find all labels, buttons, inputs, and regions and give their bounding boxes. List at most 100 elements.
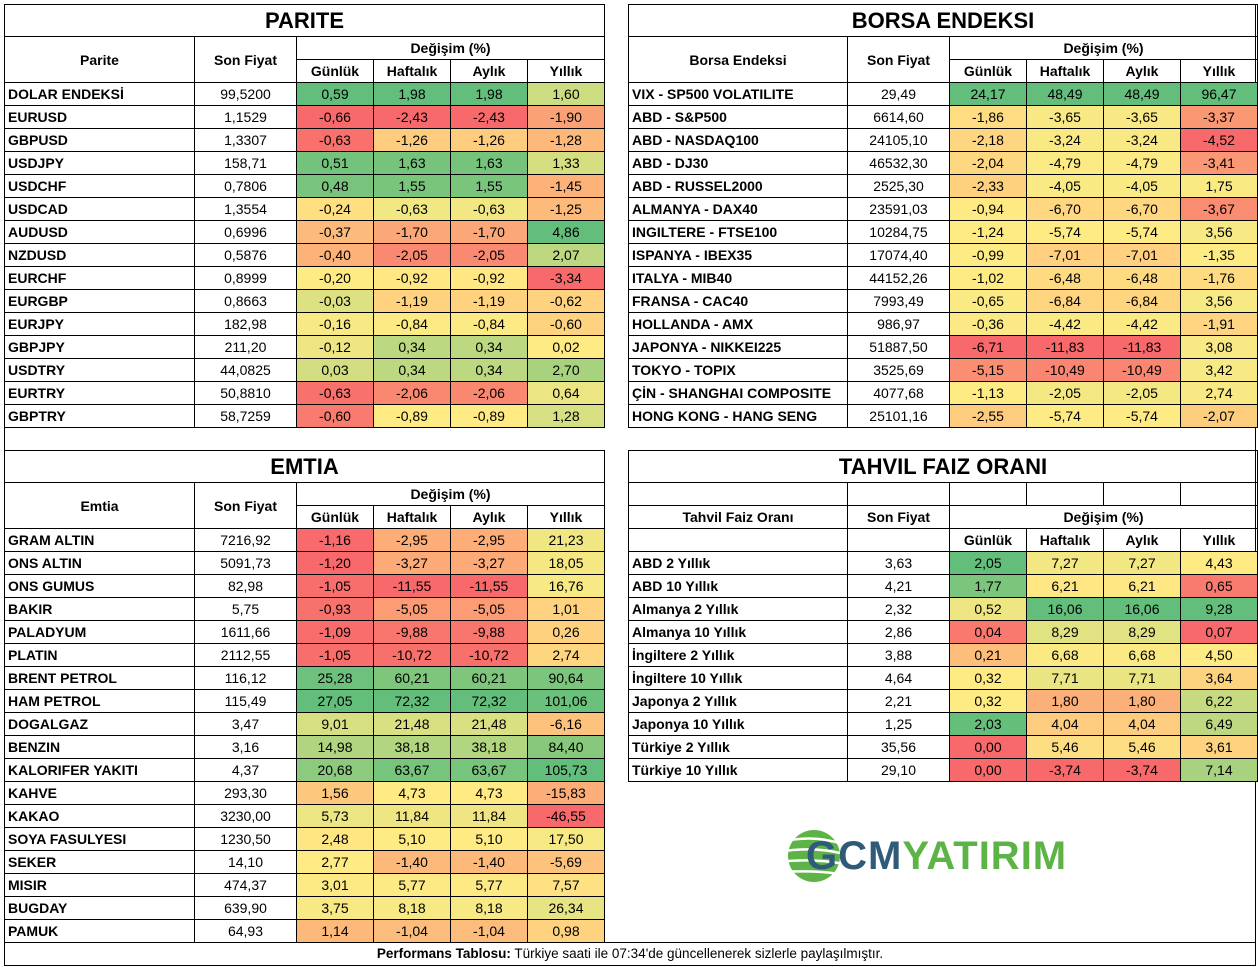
- change-monthly: 4,04: [1103, 712, 1181, 736]
- change-yearly: 7,14: [1180, 758, 1258, 782]
- column-header-price: Son Fiyat: [847, 36, 950, 83]
- change-monthly: -11,55: [450, 574, 528, 598]
- footer-text: Türkiye saati ile 07:34'de güncellenerek…: [510, 946, 884, 961]
- change-weekly: -2,06: [373, 381, 451, 405]
- change-yearly: -1,35: [1180, 243, 1258, 267]
- change-daily: 14,98: [296, 735, 374, 759]
- change-monthly: 8,29: [1103, 620, 1181, 644]
- change-weekly: 1,98: [373, 82, 451, 106]
- change-monthly: 60,21: [450, 666, 528, 690]
- change-monthly: -7,01: [1103, 243, 1181, 267]
- last-price: 3,63: [847, 551, 950, 575]
- last-price: 10284,75: [847, 220, 950, 244]
- last-price: 7993,49: [847, 289, 950, 313]
- table-row: USDCAD 1,3554 -0,24 -0,63 -0,63 -1,25: [4, 197, 605, 221]
- table-row: ALMANYA - DAX40 23591,03 -0,94 -6,70 -6,70 -3…: [628, 197, 1258, 221]
- change-yearly: 0,07: [1180, 620, 1258, 644]
- change-daily: 0,00: [949, 758, 1027, 782]
- change-daily: -0,16: [296, 312, 374, 336]
- change-daily: 24,17: [949, 82, 1027, 106]
- column-header-name: Tahvil Faiz Oranı: [628, 505, 848, 529]
- change-monthly: -0,89: [450, 404, 528, 428]
- last-price: 44152,26: [847, 266, 950, 290]
- table-row: İngiltere 10 Yıllık 4,64 0,32 7,71 7,71 3,64: [628, 666, 1258, 690]
- last-price: 14,10: [194, 850, 297, 874]
- change-daily: 1,56: [296, 781, 374, 805]
- change-weekly: 5,10: [373, 827, 451, 851]
- table-row: AUDUSD 0,6996 -0,37 -1,70 -1,70 4,86: [4, 220, 605, 244]
- table-row: NZDUSD 0,5876 -0,40 -2,05 -2,05 2,07: [4, 243, 605, 267]
- change-weekly: -0,92: [373, 266, 451, 290]
- change-daily: -1,86: [949, 105, 1027, 129]
- change-daily: 2,48: [296, 827, 374, 851]
- change-daily: 2,03: [949, 712, 1027, 736]
- logo-gcm: GCM: [806, 834, 903, 878]
- change-daily: -2,04: [949, 151, 1027, 175]
- change-monthly: 6,21: [1103, 574, 1181, 598]
- instrument-name: USDCAD: [4, 197, 195, 221]
- change-yearly: 96,47: [1180, 82, 1258, 106]
- change-weekly: 1,55: [373, 174, 451, 198]
- column-header-change: Değişim (%): [296, 36, 605, 60]
- table-row: EURCHF 0,8999 -0,20 -0,92 -0,92 -3,34: [4, 266, 605, 290]
- change-monthly: -11,83: [1103, 335, 1181, 359]
- change-daily: -0,37: [296, 220, 374, 244]
- change-monthly: 1,98: [450, 82, 528, 106]
- change-monthly: -4,05: [1103, 174, 1181, 198]
- instrument-name: PLATIN: [4, 643, 195, 667]
- change-monthly: 16,06: [1103, 597, 1181, 621]
- change-weekly: 6,21: [1026, 574, 1104, 598]
- change-monthly: -2,05: [1103, 381, 1181, 405]
- change-yearly: 1,75: [1180, 174, 1258, 198]
- column-header-weekly: Haftalık: [1026, 528, 1104, 552]
- last-price: 293,30: [194, 781, 297, 805]
- change-monthly: -1,04: [450, 919, 528, 943]
- change-yearly: -0,60: [527, 312, 605, 336]
- column-header-daily: Günlük: [949, 528, 1027, 552]
- table-row: BUGDAY 639,90 3,75 8,18 8,18 26,34: [4, 896, 605, 920]
- change-monthly: -4,42: [1103, 312, 1181, 336]
- column-header-yearly: Yıllık: [1180, 528, 1258, 552]
- change-daily: -1,20: [296, 551, 374, 575]
- table-row: PAMUK 64,93 1,14 -1,04 -1,04 0,98: [4, 919, 605, 943]
- footer-note: Performans Tablosu: Türkiye saati ile 07…: [4, 942, 1256, 966]
- footer-label: Performans Tablosu:: [376, 946, 511, 961]
- change-weekly: -10,72: [373, 643, 451, 667]
- gcm-yatirim-logo: GCMYATIRIM: [776, 828, 1096, 884]
- change-daily: -2,55: [949, 404, 1027, 428]
- table-row: Almanya 10 Yıllık 2,86 0,04 8,29 8,29 0,07: [628, 620, 1258, 644]
- table-row: HONG KONG - HANG SENG 25101,16 -2,55 -5,74-…: [628, 404, 1258, 428]
- change-daily: 5,73: [296, 804, 374, 828]
- empty-cell: [628, 528, 848, 552]
- change-weekly: 7,71: [1026, 666, 1104, 690]
- table-row: VIX - SP500 VOLATILITE 29,49 24,17 48,49 48,…: [628, 82, 1258, 106]
- instrument-name: GRAM ALTIN: [4, 528, 195, 552]
- last-price: 639,90: [194, 896, 297, 920]
- change-yearly: 90,64: [527, 666, 605, 690]
- change-monthly: -4,79: [1103, 151, 1181, 175]
- tahvil-table: TAHVIL FAIZ ORANI Tahvil Faiz Oranı Son Fi…: [628, 450, 1258, 782]
- change-monthly: 1,55: [450, 174, 528, 198]
- change-weekly: -3,74: [1026, 758, 1104, 782]
- instrument-name: GBPUSD: [4, 128, 195, 152]
- change-yearly: 26,34: [527, 896, 605, 920]
- change-monthly: -6,70: [1103, 197, 1181, 221]
- change-yearly: 4,50: [1180, 643, 1258, 667]
- instrument-name: BRENT PETROL: [4, 666, 195, 690]
- change-weekly: -9,88: [373, 620, 451, 644]
- instrument-name: FRANSA - CAC40: [628, 289, 848, 313]
- change-monthly: 11,84: [450, 804, 528, 828]
- last-price: 4,21: [847, 574, 950, 598]
- last-price: 0,7806: [194, 174, 297, 198]
- change-daily: -0,36: [949, 312, 1027, 336]
- last-price: 29,10: [847, 758, 950, 782]
- column-header-daily: Günlük: [296, 59, 374, 83]
- last-price: 24105,10: [847, 128, 950, 152]
- change-daily: 27,05: [296, 689, 374, 713]
- instrument-name: PAMUK: [4, 919, 195, 943]
- instrument-name: KAKAO: [4, 804, 195, 828]
- instrument-name: Almanya 2 Yıllık: [628, 597, 848, 621]
- change-weekly: 0,34: [373, 358, 451, 382]
- table-row: ITALYA - MIB40 44152,26 -1,02 -6,48 -6,48 -1,…: [628, 266, 1258, 290]
- table-row: KAKAO 3230,00 5,73 11,84 11,84 -46,55: [4, 804, 605, 828]
